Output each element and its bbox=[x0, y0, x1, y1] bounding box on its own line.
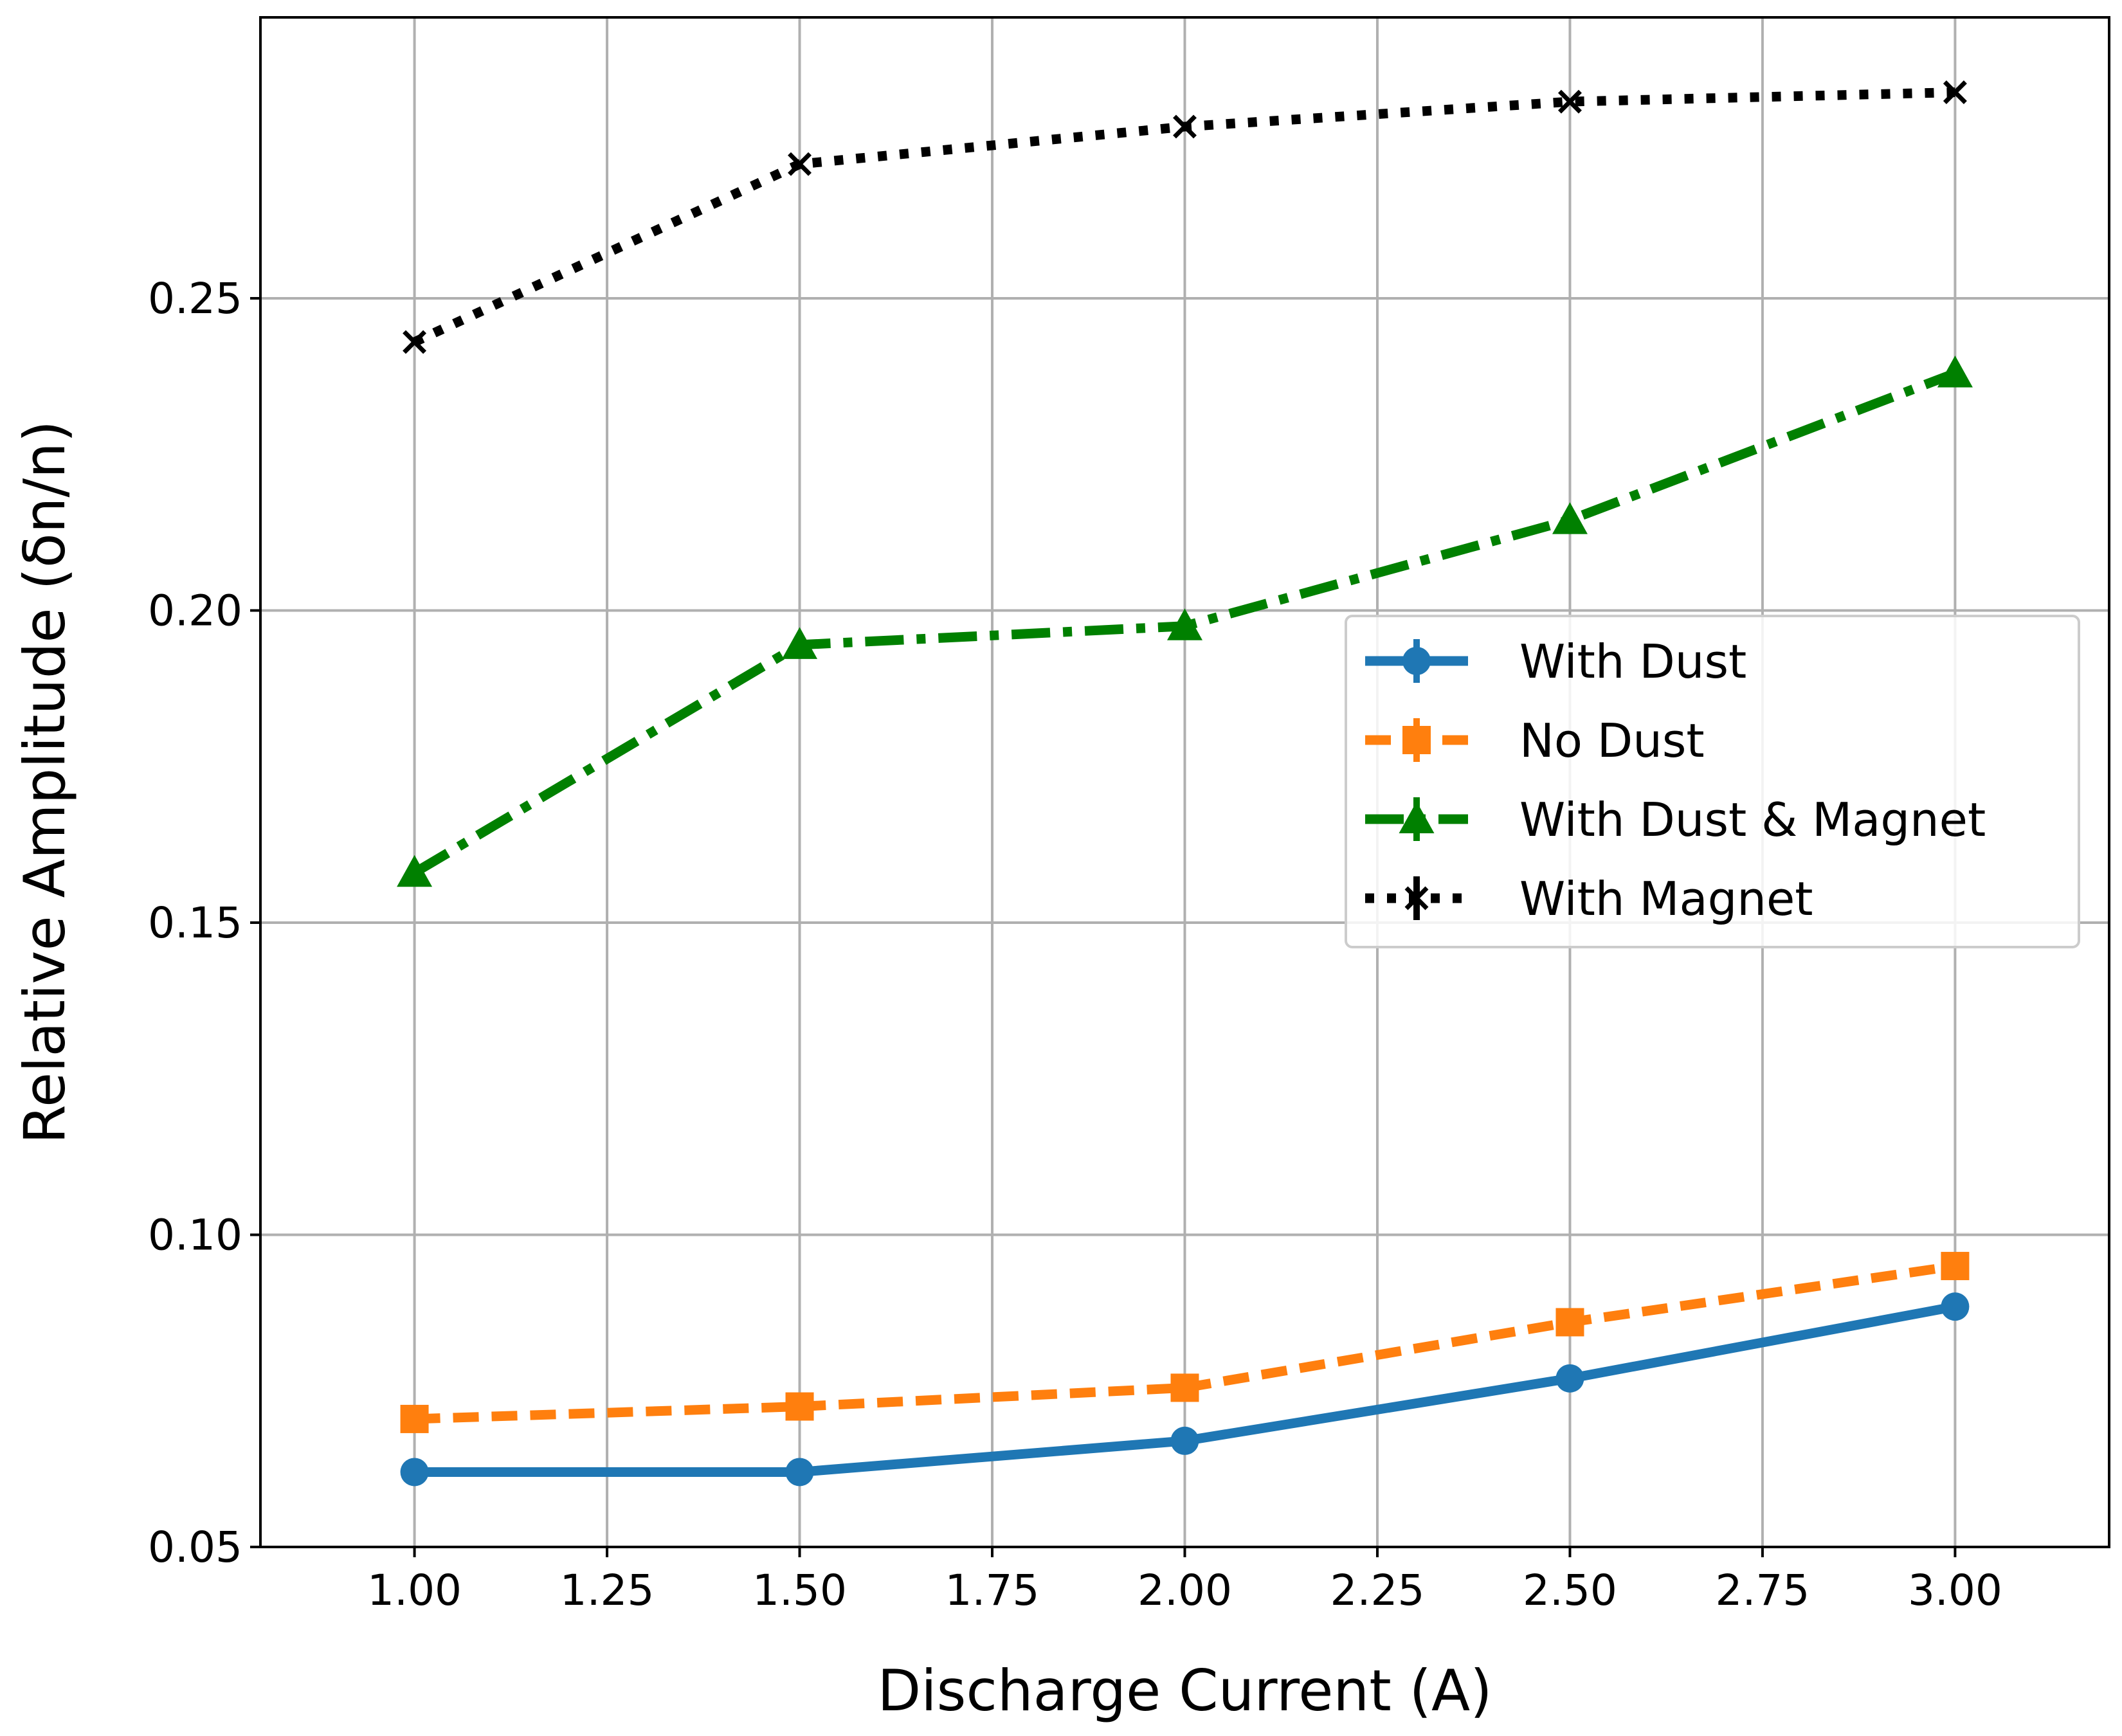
legend-label: With Dust & Magnet bbox=[1519, 793, 1986, 847]
data-point bbox=[1943, 80, 1967, 104]
data-point bbox=[1937, 355, 1973, 388]
x-tick-label: 2.25 bbox=[1330, 1566, 1425, 1615]
data-point bbox=[1170, 1373, 1199, 1402]
y-tick-label: 0.15 bbox=[148, 898, 242, 948]
series-layer bbox=[397, 80, 1973, 1487]
legend-marker bbox=[1402, 647, 1431, 675]
legend-entry: With Magnet bbox=[1365, 872, 1813, 926]
legend-label: No Dust bbox=[1519, 714, 1705, 768]
series-3 bbox=[403, 80, 1967, 354]
series-1 bbox=[400, 1252, 1970, 1433]
y-tick-label: 0.10 bbox=[148, 1210, 242, 1260]
x-tick-label: 3.00 bbox=[1908, 1566, 2002, 1615]
series-line bbox=[414, 1261, 1956, 1424]
legend-label: With Magnet bbox=[1519, 872, 1813, 926]
data-point bbox=[1170, 1426, 1199, 1455]
legend-marker bbox=[1399, 801, 1435, 833]
x-tick-label: 1.50 bbox=[752, 1566, 847, 1615]
y-tick-label: 0.25 bbox=[148, 274, 242, 323]
data-point bbox=[400, 1404, 429, 1433]
data-point bbox=[785, 1392, 814, 1421]
data-point bbox=[1555, 1364, 1584, 1393]
y-tick-label: 0.20 bbox=[148, 586, 242, 635]
data-point bbox=[1173, 114, 1197, 139]
legend-label: With Dust bbox=[1519, 635, 1746, 689]
x-tick-label: 1.75 bbox=[945, 1566, 1040, 1615]
legend-marker bbox=[1404, 886, 1429, 910]
x-tick-label: 2.50 bbox=[1523, 1566, 1617, 1615]
x-tick-label: 1.00 bbox=[367, 1566, 462, 1615]
ticks: 1.00 1.25 1.50 1.75 2.00 2.25 2.50 2.75 3.00 0.05… bbox=[148, 274, 2002, 1615]
x-axis-title: Discharge Current (A) bbox=[877, 1658, 1492, 1724]
data-point bbox=[1167, 608, 1202, 640]
data-point bbox=[788, 152, 812, 176]
legend: With Dust No Dust With Dust & Magnet With M… bbox=[1345, 615, 2080, 948]
data-point bbox=[1557, 89, 1582, 114]
legend-entry: No Dust bbox=[1365, 714, 1705, 768]
legend-marker bbox=[1402, 726, 1431, 754]
data-point bbox=[397, 854, 433, 887]
x-tick-label: 2.00 bbox=[1138, 1566, 1232, 1615]
series-0 bbox=[400, 1292, 1970, 1487]
x-tick-label: 2.75 bbox=[1715, 1566, 1809, 1615]
legend-entry: With Dust & Magnet bbox=[1365, 793, 1986, 847]
legend-entry: With Dust bbox=[1365, 635, 1746, 689]
series-2 bbox=[397, 355, 1973, 887]
legend-box bbox=[1345, 615, 2080, 948]
data-point bbox=[400, 1458, 429, 1487]
data-point bbox=[1552, 502, 1588, 534]
y-tick-label: 0.05 bbox=[148, 1523, 242, 1572]
data-point bbox=[1941, 1292, 1970, 1321]
y-axis-title: Relative Amplitude (δn/n) bbox=[12, 420, 78, 1144]
data-point bbox=[1555, 1308, 1584, 1337]
x-tick-label: 1.25 bbox=[560, 1566, 655, 1615]
data-point bbox=[782, 627, 818, 659]
data-point bbox=[1941, 1252, 1970, 1281]
data-point bbox=[403, 330, 427, 354]
data-point bbox=[785, 1458, 814, 1487]
